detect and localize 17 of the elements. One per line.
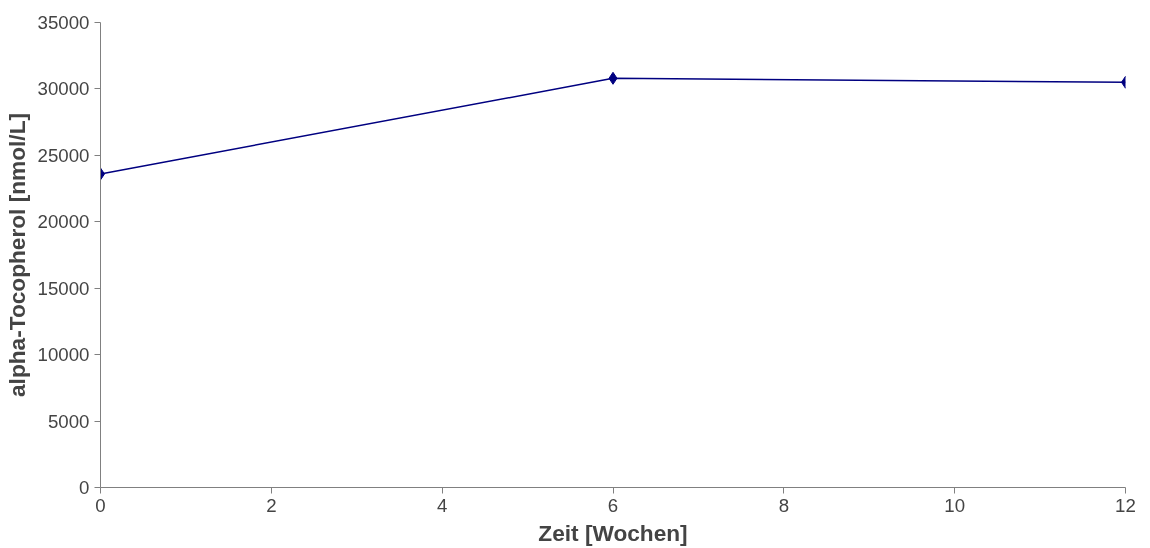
y-tick-label: 10000 bbox=[37, 344, 90, 366]
x-tick-label: 2 bbox=[266, 494, 277, 516]
y-tick-label: 5000 bbox=[48, 410, 90, 432]
x-axis-title: Zeit [Wochen] bbox=[538, 519, 688, 546]
y-tick-label: 15000 bbox=[37, 277, 90, 299]
x-tick-label: 8 bbox=[778, 494, 790, 516]
x-tick-label: 4 bbox=[436, 494, 448, 516]
x-tick-label: 0 bbox=[95, 494, 106, 516]
x-tick-label: 6 bbox=[607, 494, 619, 516]
x-tick-label: 12 bbox=[1115, 494, 1136, 516]
y-tick-label: 35000 bbox=[37, 12, 90, 33]
x-tick-label: 10 bbox=[944, 494, 966, 516]
y-tick-label: 25000 bbox=[37, 144, 90, 166]
y-tick-label: 30000 bbox=[37, 78, 90, 100]
y-tick-label: 20000 bbox=[37, 211, 90, 233]
y-tick-label: 0 bbox=[79, 477, 90, 498]
y-axis-title: alpha-Tocopherol [nmol/L] bbox=[3, 112, 30, 398]
